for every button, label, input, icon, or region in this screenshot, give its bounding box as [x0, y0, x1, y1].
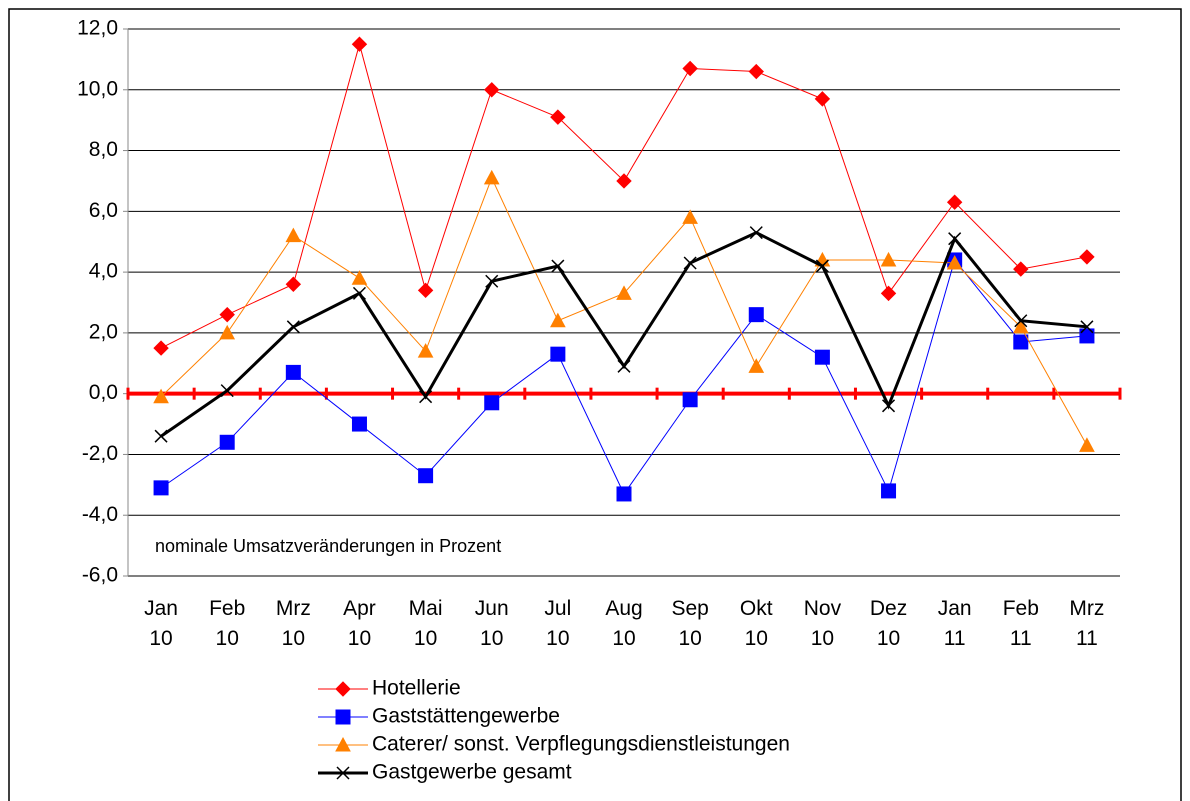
x-tick-label: Mrz 11 [1069, 597, 1104, 650]
y-tick-label: 12,0 [77, 17, 118, 40]
data-point [880, 285, 897, 302]
data-point [748, 358, 765, 373]
data-point [417, 343, 434, 358]
data-point [616, 285, 632, 300]
legend-label: Gastgewerbe gesamt [372, 761, 572, 784]
data-point [682, 60, 698, 77]
data-point [1079, 249, 1095, 265]
data-point [220, 384, 234, 398]
legend-symbol [335, 709, 351, 725]
data-point [154, 429, 168, 443]
x-tick-label: Okt 10 [740, 597, 773, 650]
data-point [351, 416, 367, 432]
data-point [748, 63, 764, 80]
data-point [352, 286, 366, 300]
data-point [814, 91, 831, 107]
y-tick-label: 6,0 [89, 199, 118, 222]
legend-label: Caterer/ sonst. Verpflegungsdienstleistu… [372, 733, 790, 756]
annotation: nominale Umsatzveränderungen in Prozent [155, 536, 501, 556]
data-point [1014, 314, 1028, 328]
legend-label: Hotellerie [372, 677, 461, 700]
data-point [153, 480, 169, 496]
data-point [1012, 318, 1029, 334]
data-point [484, 395, 500, 411]
x-tick-label: Mrz 10 [276, 597, 311, 650]
data-point [1013, 261, 1029, 277]
data-point [1013, 334, 1029, 350]
data-point [617, 359, 631, 373]
data-point [418, 468, 434, 484]
data-point [483, 169, 500, 185]
data-point [286, 320, 300, 334]
y-tick-label: 8,0 [89, 138, 118, 161]
x-tick-label: Feb 10 [209, 597, 245, 650]
data-point [550, 346, 566, 362]
data-point [551, 259, 565, 273]
data-point [1080, 320, 1094, 334]
data-point [485, 274, 499, 288]
y-tick-label: -2,0 [82, 442, 118, 465]
data-point [616, 486, 632, 502]
legend-label: Gaststättengewerbe [372, 705, 560, 728]
y-tick-label: -4,0 [82, 503, 118, 526]
x-tick-label: Apr 10 [343, 597, 376, 650]
x-tick-label: Dez 10 [870, 597, 907, 650]
y-tick-label: 4,0 [89, 260, 118, 283]
x-tick-label: Jun 10 [475, 597, 509, 650]
data-point [880, 251, 897, 267]
data-point [682, 392, 698, 408]
legend-marker [335, 736, 351, 752]
y-tick-label: 10,0 [77, 77, 118, 100]
x-tick-label: Feb 11 [1003, 597, 1039, 650]
data-point [417, 282, 434, 299]
y-tick-label: 2,0 [89, 320, 118, 343]
data-point [749, 226, 763, 240]
y-tick-label: -6,0 [82, 564, 118, 587]
data-point [550, 312, 566, 328]
x-tick-label: Nov 10 [804, 597, 842, 650]
data-point [946, 254, 963, 270]
data-point [946, 194, 963, 210]
legend-symbol [335, 736, 351, 752]
data-point [351, 36, 368, 52]
legend-marker [335, 709, 351, 725]
data-point [219, 324, 236, 340]
data-point [748, 307, 764, 323]
data-point [616, 173, 632, 189]
x-tick-label: Sep 10 [671, 597, 708, 650]
data-point [285, 227, 302, 243]
legend-marker [336, 766, 350, 780]
data-point [484, 82, 500, 98]
data-point [815, 259, 829, 273]
data-point [219, 306, 235, 323]
legend-marker [335, 681, 351, 697]
data-point [419, 390, 433, 404]
data-point [285, 276, 302, 292]
legend-symbol [336, 766, 350, 780]
data-point [882, 399, 896, 413]
data-point [1079, 328, 1095, 344]
data-point [814, 349, 830, 365]
data-point [550, 109, 566, 125]
data-point [1079, 437, 1095, 452]
data-point [351, 270, 368, 285]
y-tick-label: 0,0 [89, 381, 118, 404]
x-tick-label: Jan 11 [938, 597, 972, 650]
legend-symbol [335, 681, 351, 697]
data-point [948, 232, 962, 246]
data-point [153, 388, 169, 404]
data-point [881, 483, 897, 499]
data-point [683, 256, 697, 270]
chart-border [8, 8, 1182, 801]
x-tick-label: Jul 10 [544, 597, 571, 650]
data-point [682, 209, 698, 224]
data-point [219, 434, 235, 450]
data-point [153, 340, 169, 356]
x-tick-label: Aug 10 [605, 597, 642, 650]
x-tick-label: Mai 10 [409, 597, 443, 650]
x-tick-label: Jan 10 [144, 597, 178, 650]
data-point [285, 364, 301, 380]
